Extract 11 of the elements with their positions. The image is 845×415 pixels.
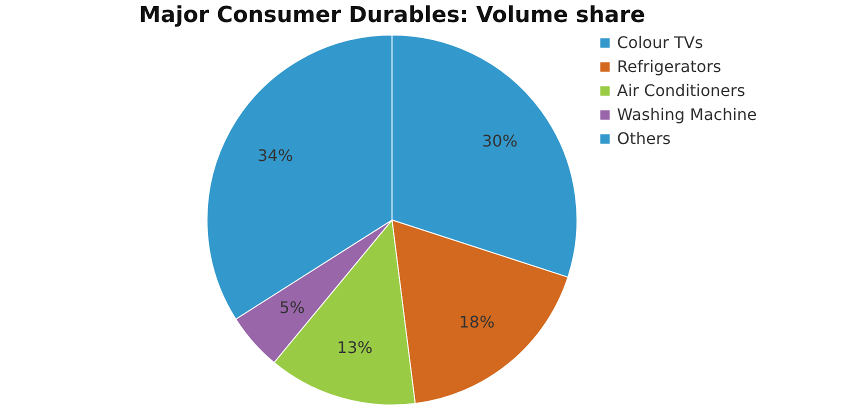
data-label: 34% [257, 146, 294, 165]
data-label: 13% [337, 338, 373, 357]
legend-label: Colour TVs [617, 33, 704, 52]
legend-label: Washing Machine [617, 105, 757, 124]
legend-label: Air Conditioners [617, 81, 746, 100]
data-label: 18% [459, 312, 495, 332]
legend-label: Refrigerators [617, 57, 722, 76]
chart-title: Major Consumer Durables: Volume share [138, 3, 646, 28]
data-label: 30% [482, 132, 518, 151]
legend-label: Others [617, 129, 671, 148]
data-label: 5% [279, 298, 305, 318]
